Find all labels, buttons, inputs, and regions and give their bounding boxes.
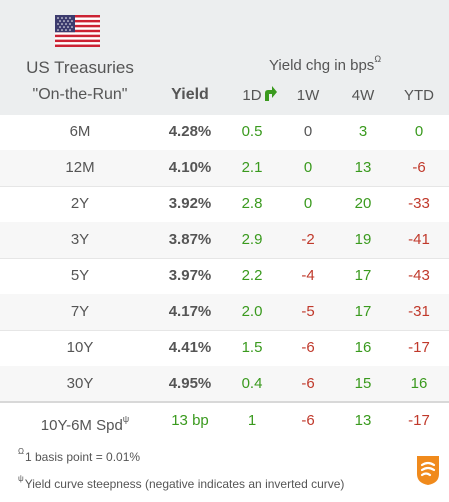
tenor-cell: 30Y (66, 375, 94, 392)
change-1d-cell: 0.4 (241, 375, 263, 392)
table-header: US Treasuries "On-the-Run" Yield chg in … (0, 0, 449, 115)
table-row: 6M 4.28% 0.5 0 3 0 (0, 114, 449, 151)
spread-row: 10Y-6M Spdψ 13 bp 1 -6 13 -17 (0, 403, 449, 439)
table-row: 3Y 3.87% 2.9 -2 19 -41 (0, 222, 449, 259)
yield-cell: 4.28% (168, 123, 212, 140)
change-4w-cell: 20 (354, 195, 372, 212)
spread-value: 13 bp (171, 412, 209, 429)
change-1w-cell: 0 (303, 195, 313, 212)
change-4w-cell: 13 (354, 159, 372, 176)
spread-change-1d: 1 (247, 412, 257, 429)
table-row: 12M 4.10% 2.1 0 13 -6 (0, 150, 449, 187)
change-4w-cell: 16 (354, 339, 372, 356)
change-1w-cell: -6 (301, 339, 315, 356)
change-ytd-cell: -41 (408, 231, 430, 248)
tenor-cell: 12M (65, 159, 95, 176)
table-row: 7Y 4.17% 2.0 -5 17 -31 (0, 294, 449, 331)
change-1d-cell: 2.0 (241, 303, 263, 320)
spread-change-4w: 13 (354, 412, 372, 429)
change-ytd-cell: -31 (408, 303, 430, 320)
tenor-cell: 6M (69, 123, 91, 140)
yield-cell: 3.87% (168, 231, 212, 248)
change-1w-cell: 0 (303, 159, 313, 176)
yield-cell: 3.92% (168, 195, 212, 212)
tenor-cell: 10Y (66, 339, 94, 356)
yield-cell: 4.41% (168, 339, 212, 356)
green-arrow-icon (265, 86, 277, 101)
column-header-ytd[interactable]: YTD (404, 87, 434, 104)
table-title: US Treasuries (26, 58, 134, 77)
omega-footnote-marker: Ω (374, 54, 382, 64)
yield-cell: 4.95% (168, 375, 212, 392)
table-row: 10Y 4.41% 1.5 -6 16 -17 (0, 330, 449, 367)
table-row: 2Y 3.92% 2.8 0 20 -33 (0, 186, 449, 223)
change-4w-cell: 17 (354, 267, 372, 284)
change-1w-cell: -5 (301, 303, 315, 320)
change-ytd-cell: -17 (408, 339, 430, 356)
yield-change-label: Yield chg in bps (268, 57, 375, 74)
change-1d-cell: 2.9 (241, 231, 263, 248)
yield-column-header[interactable]: Yield (171, 86, 209, 103)
spread-label: 10Y-6M Spdψ (15, 403, 155, 439)
spread-change-ytd: -17 (408, 412, 430, 429)
spread-change-1w: -6 (301, 412, 315, 429)
table-row: 30Y 4.95% 0.4 -6 15 16 (0, 366, 449, 402)
column-header-1d[interactable]: 1D (242, 87, 262, 104)
change-ytd-cell: -6 (412, 159, 426, 176)
yield-cell: 3.97% (168, 267, 212, 284)
change-1d-cell: 2.8 (241, 195, 263, 212)
footnote-basis-point-text: 1 basis point = 0.01% (24, 450, 141, 464)
change-4w-cell: 15 (354, 375, 372, 392)
psi-marker: ψ (18, 474, 24, 483)
spread-label-text: 10Y-6M Spd (40, 417, 123, 434)
change-1d-cell: 2.1 (241, 159, 263, 176)
yield-change-heading: Yield chg in bpsΩ (230, 54, 420, 74)
table-subtitle: "On-the-Run" (32, 86, 128, 103)
change-1d-cell: 1.5 (241, 339, 263, 356)
change-ytd-cell: -43 (408, 267, 430, 284)
change-4w-cell: 3 (358, 123, 368, 140)
change-1d-cell: 2.2 (241, 267, 263, 284)
change-1w-cell: 0 (303, 123, 313, 140)
change-ytd-cell: 0 (414, 123, 424, 140)
us-flag-icon (55, 15, 100, 47)
psi-footnote-marker: ψ (122, 414, 130, 424)
change-1w-cell: -2 (301, 231, 315, 248)
footnote-curve-steepness-text: Yield curve steepness (negative indicate… (24, 477, 345, 491)
column-header-4w[interactable]: 4W (351, 87, 375, 104)
table-row: 5Y 3.97% 2.2 -4 17 -43 (0, 258, 449, 295)
omega-marker: Ω (18, 447, 24, 456)
tenor-cell: 3Y (70, 231, 90, 248)
brand-logo-icon[interactable] (415, 454, 441, 486)
spread-divider (0, 401, 449, 403)
change-1d-cell: 0.5 (241, 123, 263, 140)
change-ytd-cell: 16 (410, 375, 428, 392)
tenor-cell: 7Y (70, 303, 90, 320)
change-ytd-cell: -33 (408, 195, 430, 212)
yield-cell: 4.17% (168, 303, 212, 320)
column-header-1w[interactable]: 1W (296, 87, 320, 104)
change-4w-cell: 19 (354, 231, 372, 248)
tenor-cell: 5Y (70, 267, 90, 284)
change-1w-cell: -4 (301, 267, 315, 284)
change-4w-cell: 17 (354, 303, 372, 320)
tenor-cell: 2Y (70, 195, 90, 212)
footnote-basis-point: Ω1 basis point = 0.01% (18, 447, 141, 464)
footnote-curve-steepness: ψYield curve steepness (negative indicat… (18, 474, 345, 491)
change-1w-cell: -6 (301, 375, 315, 392)
yield-cell: 4.10% (168, 159, 212, 176)
